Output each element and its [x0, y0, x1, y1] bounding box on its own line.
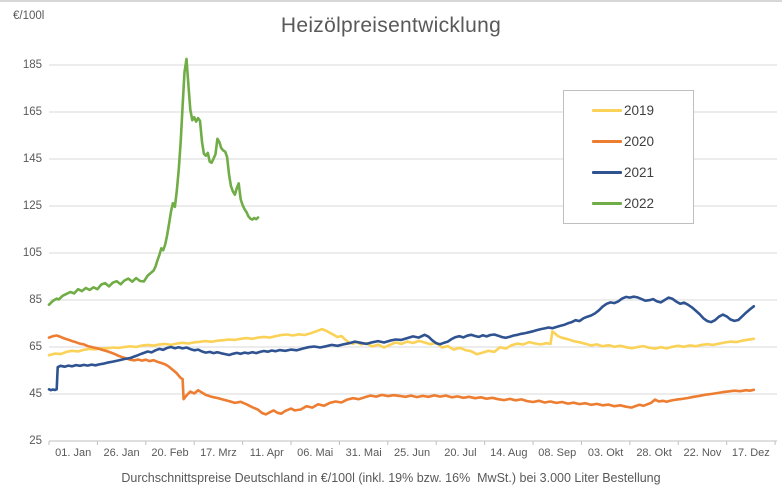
x-axis-tick-label-06-Mai: 06. Mai [297, 447, 334, 459]
legend-swatch-2022 [592, 202, 622, 205]
legend-label-2021: 2021 [624, 165, 655, 180]
y-axis-tick-label-105: 105 [22, 247, 42, 259]
legend-item-2022: 2022 [564, 196, 693, 211]
legend-item-2020: 2020 [564, 134, 693, 149]
x-axis-tick-label-17-Dez: 17. Dez [731, 447, 770, 459]
legend-swatch-2020 [592, 140, 622, 143]
y-axis-unit-label: €/100l [13, 10, 45, 22]
y-axis-tick-label-85: 85 [29, 294, 42, 306]
y-axis-tick-label-45: 45 [29, 388, 42, 400]
x-axis-tick-label-22-Nov: 22. Nov [683, 447, 722, 459]
y-axis-tick-label-65: 65 [29, 341, 42, 353]
chart-title: Heizölpreisentwicklung [280, 14, 502, 37]
x-axis-tick-label-11-Apr: 11. Apr [249, 447, 284, 459]
legend-label-2019: 2019 [624, 103, 655, 118]
y-axis-tick-label-25: 25 [29, 435, 42, 447]
x-axis-tick-label-28-Okt: 28. Okt [636, 447, 672, 459]
series-line-2020 [47, 334, 756, 416]
legend-label-2020: 2020 [624, 134, 655, 149]
series-line-2021 [47, 295, 756, 392]
legend-label-2022: 2022 [624, 196, 655, 211]
x-axis-tick-label-17-Mrz: 17. Mrz [200, 447, 237, 459]
x-axis-tick-label-20-Jul: 20. Jul [444, 447, 477, 459]
legend: 2019 2020 2021 2022 [563, 90, 694, 224]
legend-swatch-2021 [592, 171, 622, 174]
series-line-2022 [47, 57, 260, 307]
x-axis-tick-label-01-Jan: 01. Jan [55, 447, 92, 459]
legend-swatch-2019 [592, 109, 622, 112]
x-axis-tick-label-31-Mai: 31. Mai [345, 447, 382, 459]
series-line-2019 [47, 327, 756, 357]
y-axis-tick-label-145: 145 [22, 153, 42, 165]
legend-item-2019: 2019 [564, 103, 693, 118]
x-axis-tick-label-03-Okt: 03. Okt [587, 447, 624, 459]
legend-item-2021: 2021 [564, 165, 693, 180]
x-axis-tick-label-14-Aug: 14. Aug [490, 447, 528, 459]
window-top-edge [0, 0, 782, 2]
y-axis-tick-label-125: 125 [22, 200, 42, 212]
x-axis-tick-label-08-Sep: 08. Sep [538, 447, 577, 459]
x-axis-tick-label-26-Jan: 26. Jan [103, 447, 140, 459]
footer-caption: Durchschnittspreise Deutschland in €/100… [121, 471, 661, 485]
y-axis-tick-label-185: 185 [22, 59, 42, 71]
y-axis-tick-label-165: 165 [22, 106, 42, 118]
x-axis-tick-label-25-Jun: 25. Jun [393, 447, 431, 459]
x-axis-tick-label-20-Feb: 20. Feb [151, 447, 189, 459]
